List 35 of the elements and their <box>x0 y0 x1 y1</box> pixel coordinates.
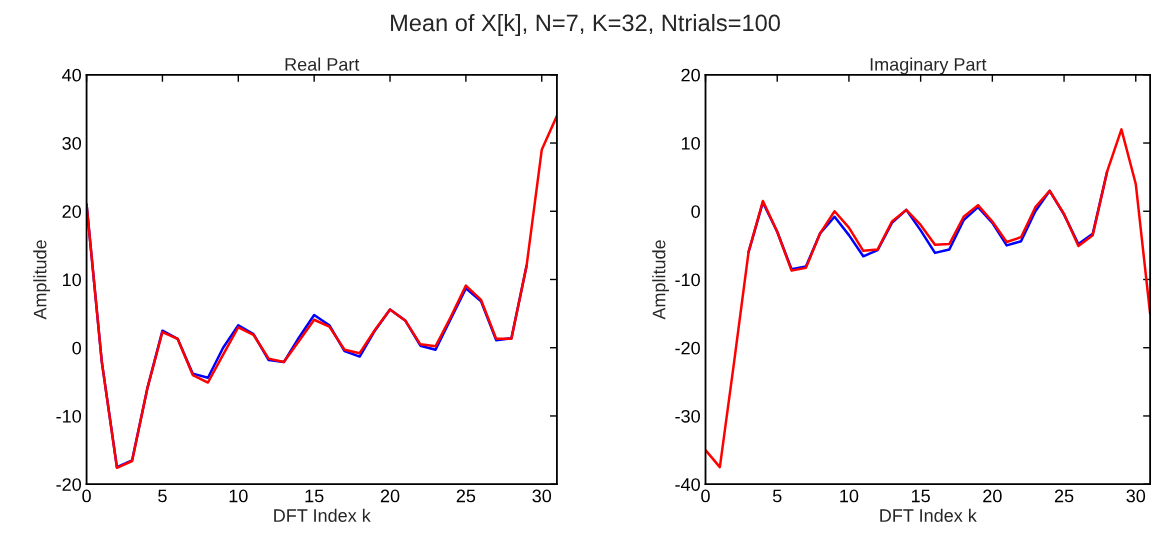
y-tick-label: -10 <box>56 409 82 423</box>
chart-title: Real Part <box>285 57 360 71</box>
y-tick-label: 0 <box>72 341 82 355</box>
x-axis-title: DFT Index k <box>880 508 977 522</box>
y-tick-label: 20 <box>62 205 82 218</box>
x-tick-label: 0 <box>82 489 91 503</box>
x-tick-label: 15 <box>911 489 930 503</box>
x-tick-label: 25 <box>1054 489 1074 503</box>
y-tick-label: -20 <box>56 478 82 491</box>
x-tick-label: 30 <box>1126 489 1146 503</box>
x-tick-label: 20 <box>983 489 1002 503</box>
y-tick-label: 10 <box>63 273 82 287</box>
y-tick-label: 10 <box>681 136 700 150</box>
x-tick-label: 10 <box>840 489 859 503</box>
y-axis-title: Amplitude <box>33 240 51 320</box>
y-tick-label: 0 <box>691 205 700 218</box>
x-tick-label: 5 <box>772 489 782 503</box>
x-tick-label: 15 <box>305 489 324 503</box>
chart-title: Imaginary Part <box>870 57 987 75</box>
y-tick-label: 20 <box>681 68 700 82</box>
x-tick-label: 20 <box>380 489 400 503</box>
x-tick-label: 0 <box>701 489 710 503</box>
x-tick-label: 25 <box>456 489 476 503</box>
y-tick-label: 30 <box>62 136 82 150</box>
y-tick-label: -20 <box>675 341 700 355</box>
y-tick-label: -30 <box>675 409 700 423</box>
x-axis-title: DFT Index k <box>274 508 371 522</box>
y-tick-label: -10 <box>675 273 700 287</box>
x-tick-label: 30 <box>532 489 552 503</box>
y-tick-label: -40 <box>675 478 700 491</box>
x-tick-label: 5 <box>158 489 167 503</box>
y-axis-title: Amplitude <box>652 240 669 320</box>
text: Mean of X[k], N=7, K=32, Ntrials=100 <box>391 13 780 36</box>
x-tick-label: 10 <box>229 489 248 503</box>
y-tick-label: 40 <box>62 68 82 82</box>
